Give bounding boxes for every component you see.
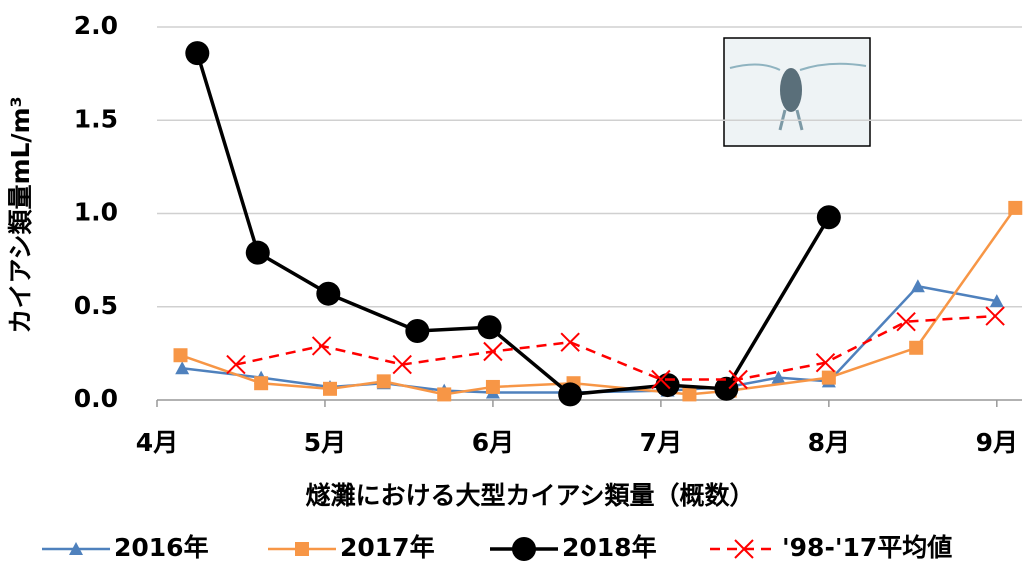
data-point: [175, 361, 190, 375]
data-point: [185, 41, 210, 66]
data-point: [392, 354, 412, 375]
legend-label: 2017年: [340, 533, 435, 562]
data-point: [682, 387, 697, 402]
x-tick-label: 8月: [808, 428, 850, 457]
y-tick-label: 1.5: [74, 104, 118, 133]
data-point: [896, 311, 916, 332]
data-point: [909, 340, 924, 355]
data-point: [245, 240, 270, 265]
data-point: [728, 369, 748, 390]
legend-marker: [69, 542, 83, 555]
data-point: [989, 294, 1004, 308]
data-point: [651, 369, 671, 390]
data-point: [816, 205, 841, 230]
legend-marker: [734, 539, 754, 559]
x-tick-label: 5月: [304, 428, 346, 457]
data-point: [311, 336, 332, 356]
y-tick-label: 1.0: [74, 198, 118, 227]
data-point: [985, 306, 1005, 326]
data-point: [1008, 200, 1023, 215]
data-point: [405, 318, 430, 343]
series-line: [180, 207, 1017, 396]
photo-inset: [723, 37, 871, 147]
x-tick-label: 4月: [136, 428, 178, 457]
y-tick-label: 2.0: [74, 11, 118, 40]
data-point: [173, 348, 188, 363]
legend-marker: [512, 537, 536, 561]
data-point: [560, 332, 580, 352]
data-point: [483, 341, 503, 362]
legend-label: 2018年: [562, 533, 657, 562]
x-tick-label: 6月: [472, 428, 514, 457]
data-point: [316, 281, 341, 306]
data-point: [376, 374, 391, 389]
data-point: [226, 354, 246, 375]
data-point: [910, 279, 925, 293]
series-line: [235, 314, 996, 381]
data-point: [815, 352, 836, 373]
data-point: [714, 376, 739, 401]
data-point: [437, 387, 452, 402]
y-tick-label: 0.5: [74, 291, 118, 320]
y-tick-label: 0.0: [74, 384, 118, 413]
legend-marker: [295, 542, 309, 556]
y-axis-title: カイアシ類量mL/m³: [6, 96, 35, 333]
series-line: [182, 284, 998, 394]
x-tick-label: 7月: [640, 428, 682, 457]
x-axis-title: 燧灘における大型カイアシ類量（概数）: [305, 481, 754, 510]
legend-label: '98-'17平均値: [782, 533, 952, 562]
x-tick-label: 9月: [976, 428, 1018, 457]
data-point: [558, 382, 583, 407]
data-point: [477, 315, 502, 340]
data-point: [254, 376, 269, 391]
data-point: [771, 370, 786, 384]
data-point: [323, 381, 337, 396]
data-point: [485, 379, 500, 394]
data-point: [821, 370, 836, 385]
legend-label: 2016年: [114, 533, 209, 562]
